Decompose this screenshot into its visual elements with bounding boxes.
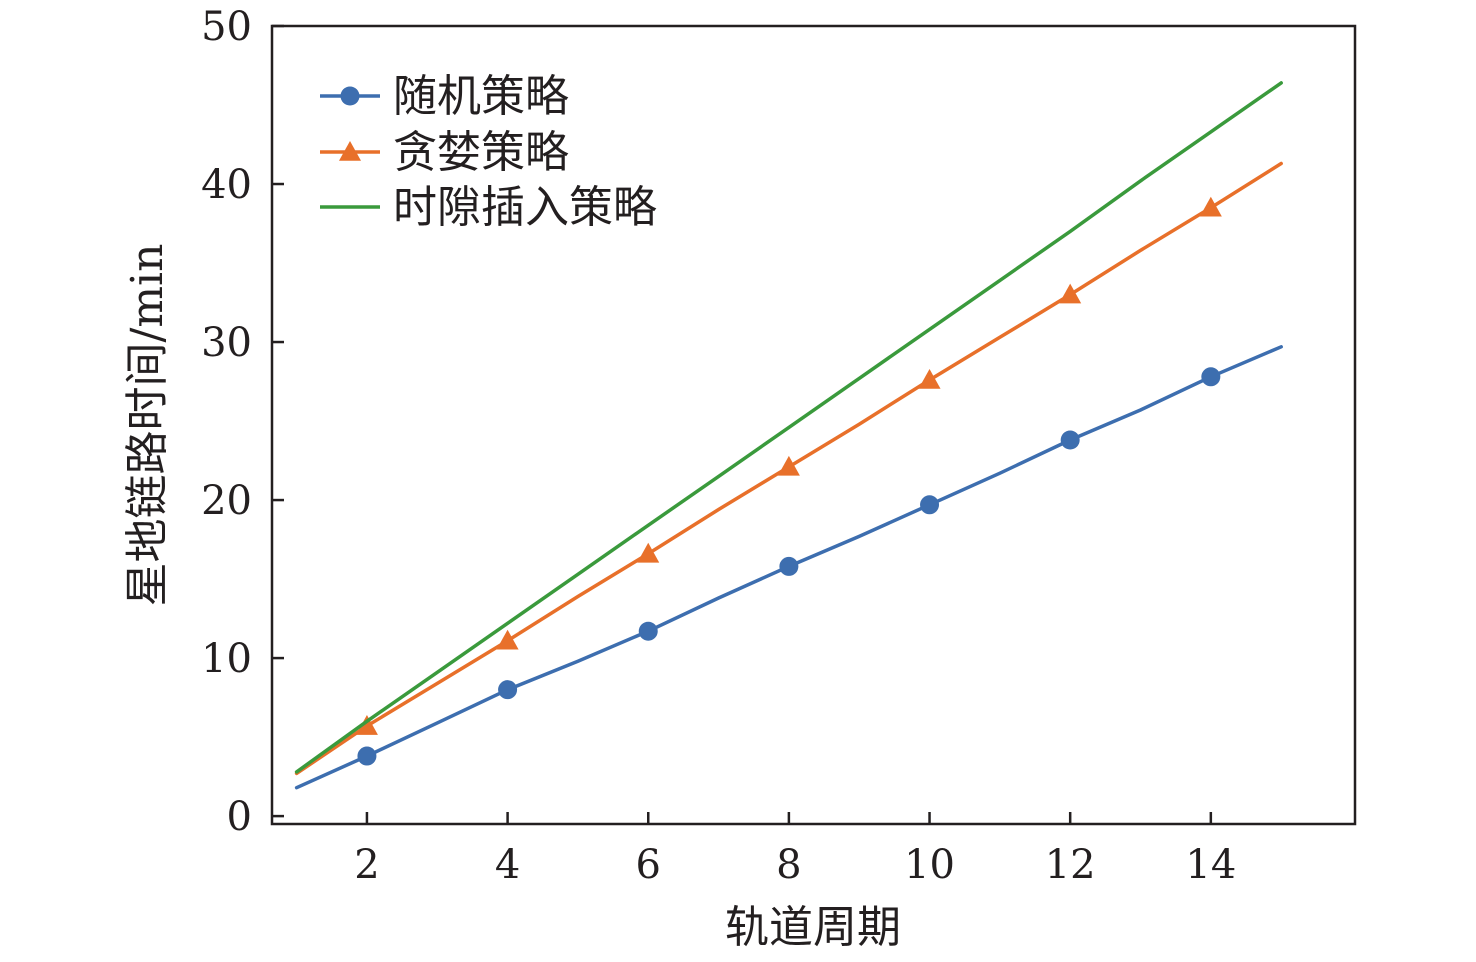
x-tick-label: 10 xyxy=(904,842,955,888)
data-point-marker xyxy=(637,542,660,563)
x-axis-ticks: 2 4 6 8 10 12 14 xyxy=(354,812,1236,888)
y-tick-label: 30 xyxy=(201,320,252,366)
x-axis-title: 轨道周期 xyxy=(725,902,901,953)
y-tick-label: 20 xyxy=(201,478,252,524)
data-point-marker xyxy=(920,495,940,515)
data-point-marker xyxy=(1199,196,1222,217)
y-axis-ticks: 0 10 20 30 40 50 xyxy=(201,4,284,840)
plot-frame xyxy=(270,24,1357,826)
x-tick-label: 4 xyxy=(495,842,520,888)
data-point-marker xyxy=(918,368,941,389)
series-layer xyxy=(294,81,1283,790)
data-point-marker xyxy=(498,680,518,700)
data-point-marker xyxy=(1060,430,1080,450)
x-tick-label: 14 xyxy=(1185,842,1236,888)
data-point-marker xyxy=(1201,367,1221,387)
x-tick-label: 6 xyxy=(636,842,661,888)
legend-label: 时隙插入策略 xyxy=(393,182,657,233)
y-axis-title: 星地链路时间/min xyxy=(122,244,173,607)
data-point-marker xyxy=(777,455,800,476)
y-tick-label: 10 xyxy=(201,636,252,682)
y-tick-label: 40 xyxy=(201,162,252,208)
x-tick-label: 12 xyxy=(1045,842,1096,888)
data-point-marker xyxy=(638,621,658,641)
legend-label: 随机策略 xyxy=(393,71,569,122)
x-tick-label: 8 xyxy=(776,842,801,888)
y-tick-label: 0 xyxy=(227,794,252,840)
y-tick-label: 50 xyxy=(201,4,252,50)
data-point-marker xyxy=(496,629,519,650)
x-tick-label: 2 xyxy=(354,842,379,888)
data-point-marker xyxy=(779,556,799,576)
legend-label: 贪婪策略 xyxy=(393,127,569,178)
legend-marker xyxy=(339,141,361,161)
data-point-marker xyxy=(355,715,378,735)
data-point-marker xyxy=(357,746,377,766)
series-line-2 xyxy=(294,81,1283,774)
data-point-marker xyxy=(1059,283,1082,304)
legend-marker xyxy=(340,86,360,106)
